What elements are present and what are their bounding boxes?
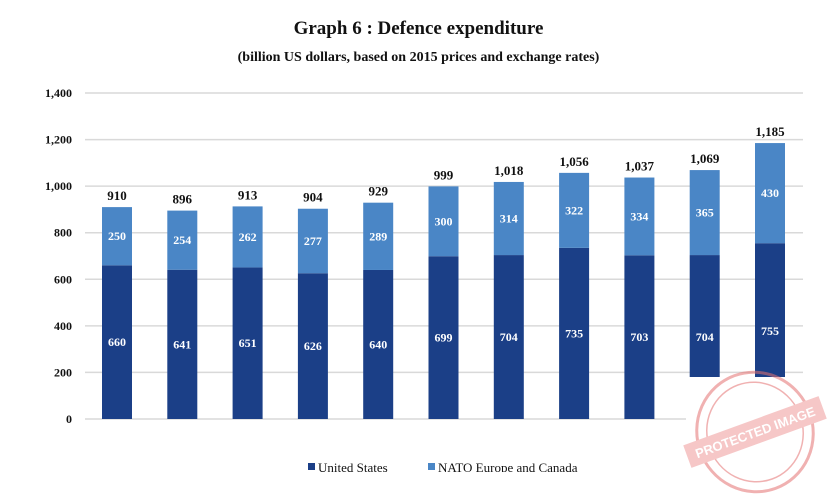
y-tick-label: 1,200 — [45, 133, 72, 147]
bar-nato-europe-canada — [493, 181, 524, 256]
data-label: 755 — [761, 324, 779, 338]
data-label: 334 — [630, 209, 648, 223]
bar-nato-europe-canada — [428, 186, 459, 257]
data-label: 314 — [500, 212, 518, 226]
total-label: 1,018 — [494, 163, 524, 178]
data-label: 262 — [239, 230, 257, 244]
legend-swatch — [308, 463, 315, 470]
bar-united-states — [493, 255, 524, 419]
y-tick-label: 800 — [54, 226, 72, 240]
total-label: 1,037 — [625, 159, 655, 174]
chart-subtitle: (billion US dollars, based on 2015 price… — [237, 50, 600, 65]
legend-swatch — [428, 463, 435, 470]
total-label: 1,069 — [690, 151, 720, 166]
bar-nato-europe-canada — [624, 177, 655, 256]
bar-united-states — [624, 255, 655, 419]
data-label: 703 — [630, 330, 648, 344]
total-label: 904 — [303, 190, 323, 205]
total-label: 1,056 — [559, 154, 589, 169]
y-tick-label: 0 — [66, 412, 72, 426]
bar-nato-europe-canada — [755, 143, 785, 244]
y-tick-label: 1,400 — [45, 86, 72, 100]
y-tick-label: 400 — [54, 319, 72, 333]
data-label: 250 — [108, 229, 126, 243]
data-label: 289 — [369, 229, 387, 243]
data-label: 626 — [304, 339, 322, 353]
total-label: 929 — [368, 184, 388, 199]
legend-label: NATO Europe and Canada — [438, 460, 578, 475]
total-label: 913 — [238, 187, 258, 202]
total-label: 910 — [107, 188, 127, 203]
data-label: 641 — [173, 337, 191, 351]
bar-nato-europe-canada — [232, 206, 263, 268]
y-tick-label: 1,000 — [45, 179, 72, 193]
data-label: 430 — [761, 186, 779, 200]
data-label: 300 — [435, 214, 453, 228]
bar-nato-europe-canada — [167, 210, 198, 270]
data-label: 704 — [500, 330, 518, 344]
data-label: 640 — [369, 337, 387, 351]
legend-label: United States — [318, 460, 388, 475]
legend-cutoff — [280, 472, 660, 500]
data-label: 651 — [239, 336, 257, 350]
data-label: 277 — [304, 234, 322, 248]
y-tick-label: 200 — [54, 365, 72, 379]
bar-united-states — [363, 269, 394, 419]
bar-nato-europe-canada — [102, 207, 132, 266]
data-label: 699 — [435, 331, 453, 345]
total-label: 896 — [173, 192, 193, 207]
total-label: 999 — [434, 167, 454, 182]
bar-nato-europe-canada — [559, 172, 590, 248]
bar-nato-europe-canada — [689, 170, 720, 256]
data-label: 254 — [173, 233, 191, 247]
bar-united-states — [232, 267, 263, 419]
bar-nato-europe-canada — [297, 208, 328, 274]
bar-united-states — [428, 256, 459, 419]
total-label: 1,185 — [755, 124, 785, 139]
data-label: 365 — [696, 206, 714, 220]
data-label: 735 — [565, 326, 583, 340]
bar-nato-europe-canada — [363, 202, 394, 270]
chart-title: Graph 6 : Defence expenditure — [293, 18, 544, 39]
bar-united-states — [559, 247, 590, 419]
bar-united-states — [297, 273, 328, 419]
bar-united-states — [102, 265, 132, 419]
data-label: 322 — [565, 203, 583, 217]
data-label: 704 — [696, 330, 714, 344]
data-label: 660 — [108, 335, 126, 349]
y-tick-label: 600 — [54, 272, 72, 286]
bar-united-states — [167, 269, 198, 419]
